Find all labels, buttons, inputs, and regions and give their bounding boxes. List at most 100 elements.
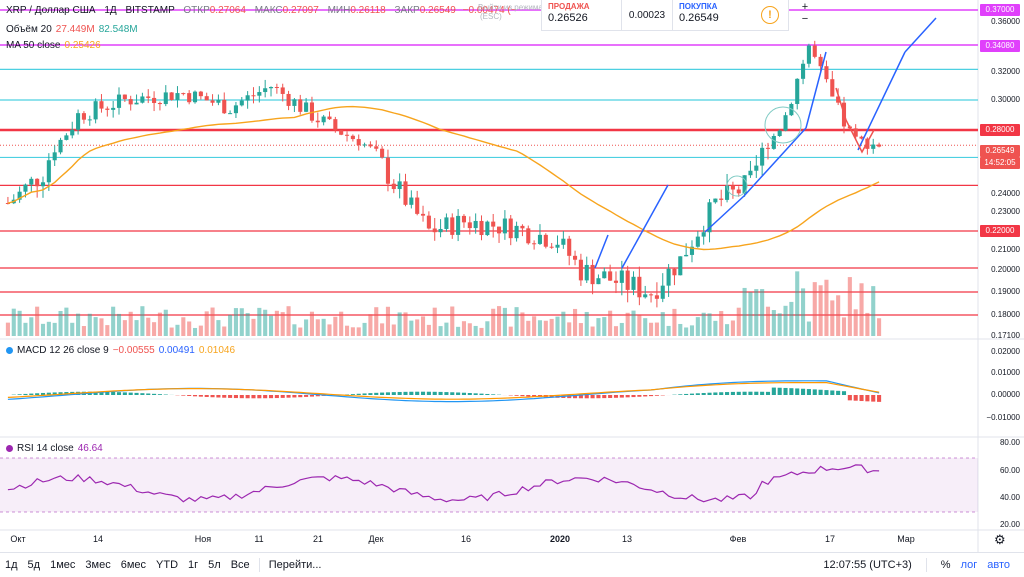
macd-histogram-bar xyxy=(269,395,273,398)
range-1d-button[interactable]: 1д xyxy=(0,559,23,571)
volume-bar xyxy=(35,307,39,336)
rsi-tick-label: 20.00 xyxy=(1000,519,1020,531)
range-3m-button[interactable]: 3мес xyxy=(80,559,115,571)
candle-body xyxy=(667,269,671,286)
volume-bar xyxy=(392,324,396,336)
macd-histogram-bar xyxy=(807,389,811,395)
rsi-name: RSI 14 close xyxy=(17,443,74,454)
candle-body xyxy=(824,66,828,79)
range-all-button[interactable]: Все xyxy=(226,559,255,571)
candle-body xyxy=(813,46,817,57)
candle-body xyxy=(357,139,361,145)
candle-body xyxy=(433,228,437,232)
volume-bar xyxy=(53,323,57,336)
volume-bar xyxy=(310,312,314,336)
volume-bar xyxy=(538,320,542,336)
volume-bar xyxy=(88,314,92,336)
volume-bar xyxy=(854,309,858,336)
volume-bar xyxy=(766,307,770,336)
candle-body xyxy=(696,237,700,247)
volume-bar xyxy=(485,321,489,336)
sell-button[interactable]: ПРОДАЖА 0.26526 xyxy=(542,0,622,30)
candle-body xyxy=(748,171,752,175)
volume-bar xyxy=(474,326,478,336)
high-value: 0.27097 xyxy=(283,5,319,16)
volume-bar xyxy=(649,323,653,336)
candle-body xyxy=(468,222,472,228)
macd-histogram-bar xyxy=(743,392,747,395)
volume-bar xyxy=(778,313,782,336)
candle-body xyxy=(327,117,331,120)
volume-legend[interactable]: Объём 20 27.449M 82.548M xyxy=(6,24,138,35)
macd-histogram-bar xyxy=(479,394,483,395)
volume-bar xyxy=(181,317,185,336)
volume-bar xyxy=(859,283,863,336)
volume-bar xyxy=(386,307,390,336)
volume-bar xyxy=(23,323,27,336)
range-ytd-button[interactable]: YTD xyxy=(151,559,183,571)
zoom-in-button[interactable]: + xyxy=(797,1,813,13)
macd-histogram-bar xyxy=(608,395,612,398)
volume-bar xyxy=(877,318,881,336)
macd-histogram-bar xyxy=(257,395,261,398)
price-tag: 0.34080 xyxy=(980,40,1020,52)
auto-scale-toggle[interactable]: авто xyxy=(987,559,1010,571)
percent-scale-toggle[interactable]: % xyxy=(941,559,951,571)
volume-bar xyxy=(672,309,676,336)
range-5d-button[interactable]: 5д xyxy=(23,559,46,571)
macd-histogram-bar xyxy=(591,395,595,398)
settings-gear-icon[interactable]: ⚙ xyxy=(994,532,1006,548)
macd-histogram-bar xyxy=(246,395,250,398)
buy-button[interactable]: ПОКУПКА 0.26549 xyxy=(672,0,752,30)
range-1y-button[interactable]: 1г xyxy=(183,559,203,571)
candle-body xyxy=(637,277,641,297)
candle-body xyxy=(520,226,524,228)
zoom-out-button[interactable]: − xyxy=(797,13,813,25)
rsi-legend[interactable]: RSI 14 close 46.64 xyxy=(6,443,103,454)
candle-body xyxy=(287,94,291,106)
macd-histogram-bar xyxy=(281,395,285,398)
candle-body xyxy=(713,199,717,203)
macd-histogram-bar xyxy=(111,392,115,395)
macd-legend[interactable]: MACD 12 26 close 9 −0.00555 0.00491 0.01… xyxy=(6,345,235,356)
candle-body xyxy=(626,271,630,290)
volume-bar xyxy=(807,322,811,336)
macd-histogram-bar xyxy=(719,392,723,395)
macd-histogram-bar xyxy=(678,394,682,395)
ma-legend[interactable]: MA 50 close 0.25426 xyxy=(6,40,101,51)
volume-bar xyxy=(117,314,121,336)
macd-histogram-bar xyxy=(614,395,618,398)
candle-body xyxy=(526,228,530,243)
macd-color-icon xyxy=(6,347,13,354)
macd-histogram-bar xyxy=(854,395,858,401)
range-6m-button[interactable]: 6мес xyxy=(116,559,151,571)
volume-bar xyxy=(772,310,776,336)
volume-bar xyxy=(678,324,682,336)
range-5y-button[interactable]: 5л xyxy=(203,559,226,571)
chart-canvas[interactable] xyxy=(0,0,1024,552)
volume-bar xyxy=(544,321,548,336)
log-scale-toggle[interactable]: лог xyxy=(961,559,978,571)
macd-histogram-bar xyxy=(830,390,834,395)
candle-body xyxy=(877,145,881,147)
macd-histogram-bar xyxy=(129,393,133,395)
bottom-toolbar: 1д 5д 1мес 3мес 6мес YTD 1г 5л Все Перей… xyxy=(0,552,1024,577)
symbol-name[interactable]: XRP / Доллар США xyxy=(6,5,96,16)
info-button[interactable]: ! xyxy=(752,0,788,30)
volume-bar xyxy=(468,323,472,336)
range-1m-button[interactable]: 1мес xyxy=(45,559,80,571)
goto-date-button[interactable]: Перейти... xyxy=(264,559,327,571)
macd-histogram-bar xyxy=(187,395,191,396)
volume-bar xyxy=(836,295,840,336)
macd-histogram-bar xyxy=(158,394,162,395)
volume-bar xyxy=(801,288,805,336)
macd-tick-label: 0.02000 xyxy=(991,346,1020,358)
clock-timezone[interactable]: 12:07:55 (UTC+3) xyxy=(823,559,911,571)
candle-body xyxy=(614,281,618,283)
candle-body xyxy=(304,102,308,111)
candle-body xyxy=(538,235,542,244)
low-label: МИН xyxy=(328,5,351,16)
candle-body xyxy=(146,96,150,97)
macd-histogram-bar xyxy=(515,395,519,396)
volume-bar xyxy=(18,311,22,336)
